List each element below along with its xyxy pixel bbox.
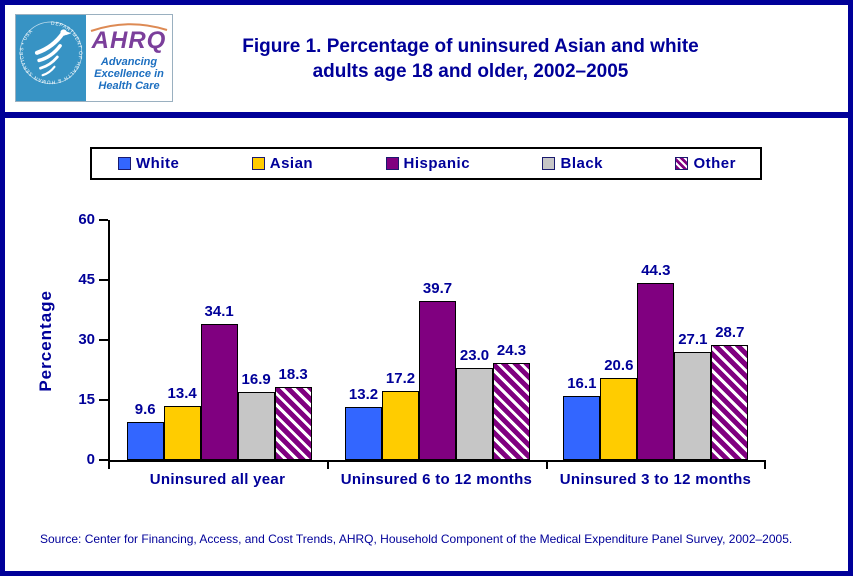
chart-legend: White Asian Hispanic Black Other [90,147,762,180]
bar-value-label: 27.1 [678,331,708,348]
bar-value-label: 44.3 [641,262,671,279]
legend-item-white: White [118,155,179,172]
bar-other-2: 24.3 [492,342,530,460]
y-axis-title: Percentage [35,290,55,392]
x-tick-mark [764,460,766,469]
plot-area: 9.6 13.4 34.1 16.9 18.3 13.2 17.2 39.7 23.0 24.3 1… [108,220,766,469]
bar-value-label: 13.4 [167,385,197,402]
bar-black-1: 16.9 [237,371,275,460]
y-tick-label: 15 [78,391,95,408]
bar-value-label: 28.7 [715,324,745,341]
ahrq-logo-panel: AHRQ Advancing Excellence in Health Care [86,15,172,101]
y-tick-label: 30 [78,331,95,348]
bar-white-2: 13.2 [344,386,382,460]
bar-asian-3: 20.6 [600,357,638,460]
bar-value-label: 24.3 [496,342,527,359]
legend-item-asian: Asian [251,155,314,172]
x-tick-mark [108,460,110,469]
bar-hispanic-1: 34.1 [200,303,238,460]
category-label-3: Uninsured 3 to 12 months [559,471,752,488]
header-divider [5,112,848,118]
bar-value-label: 20.6 [604,357,634,374]
bar-white-3: 16.1 [563,375,601,460]
legend-label: Hispanic [403,155,471,172]
y-tick-mark [99,399,108,401]
legend-label: White [136,155,180,172]
bar-asian-1: 13.4 [163,385,201,460]
legend-item-black: Black [542,155,603,172]
bar-group-3: 16.1 20.6 44.3 27.1 28.7 [547,220,765,460]
y-axis: 0 15 30 45 60 [68,211,108,468]
bar-value-label: 16.1 [567,375,597,392]
y-tick-mark [99,279,108,281]
x-tick-mark [327,460,330,469]
bar-asian-2: 17.2 [381,370,419,460]
bar-hispanic-3: 44.3 [637,262,675,460]
bar-value-label: 39.7 [422,280,453,297]
legend-swatch-other [675,157,689,170]
bar-black-2: 23.0 [455,347,493,460]
bar-value-label: 16.9 [241,371,271,388]
bar-chart: Percentage 0 15 30 45 60 9.6 13.4 34.1 16.9 18.3… [23,211,848,469]
legend-swatch-asian [251,157,265,170]
bar-hispanic-2: 39.7 [418,280,456,460]
x-tick-mark [545,460,548,469]
y-tick-label: 60 [78,211,95,228]
ahrq-tagline: Advancing Excellence in Health Care [94,56,164,92]
ahrq-arc-icon [90,23,168,32]
figure-title: Figure 1. Percentage of uninsured Asian … [181,34,760,84]
legend-item-hispanic: Hispanic [385,155,471,172]
legend-label: Asian [269,155,314,172]
source-note: Source: Center for Financing, Access, an… [40,532,793,546]
bar-other-1: 18.3 [274,366,312,460]
legend-item-other: Other [675,155,736,172]
hhs-seal: DEPARTMENT OF HEALTH & HUMAN SERVICES • … [16,15,86,101]
bar-value-label: 9.6 [134,401,156,418]
bar-group-2: 13.2 17.2 39.7 23.0 24.3 [328,220,546,460]
bar-value-label: 34.1 [204,303,234,320]
x-axis-category-labels: Uninsured all year Uninsured 6 to 12 mont… [108,462,765,488]
bar-group-1: 9.6 13.4 34.1 16.9 18.3 [110,220,328,460]
legend-label: Other [693,155,736,172]
bar-white-1: 9.6 [126,401,164,460]
y-tick-label: 45 [78,271,95,288]
y-tick-mark [99,339,108,341]
legend-swatch-black [542,157,556,170]
figure-title-line2: adults age 18 and older, 2002–2005 [312,61,629,82]
legend-label: Black [560,155,604,172]
y-tick-label: 0 [86,451,95,468]
hhs-ahrq-logo: DEPARTMENT OF HEALTH & HUMAN SERVICES • … [15,14,173,102]
category-label-1: Uninsured all year [149,471,286,488]
y-axis-title-column: Percentage [23,220,68,462]
bar-other-3: 28.7 [711,324,749,460]
bar-value-label: 23.0 [459,347,490,364]
y-tick-mark [99,219,108,221]
category-label-2: Uninsured 6 to 12 months [340,471,533,488]
legend-swatch-hispanic [385,157,399,170]
bar-value-label: 13.2 [348,386,379,403]
legend-swatch-white [118,157,131,170]
figure-title-line1: Figure 1. Percentage of uninsured Asian … [242,36,699,57]
header: DEPARTMENT OF HEALTH & HUMAN SERVICES • … [5,5,848,104]
bar-black-3: 27.1 [674,331,712,460]
ahrq-wordmark: AHRQ [91,27,167,54]
bar-value-label: 18.3 [278,366,308,383]
title-block: Figure 1. Percentage of uninsured Asian … [173,14,848,84]
y-tick-mark [99,459,108,461]
hhs-eagle-icon: DEPARTMENT OF HEALTH & HUMAN SERVICES • … [19,21,82,85]
bar-value-label: 17.2 [385,370,416,387]
